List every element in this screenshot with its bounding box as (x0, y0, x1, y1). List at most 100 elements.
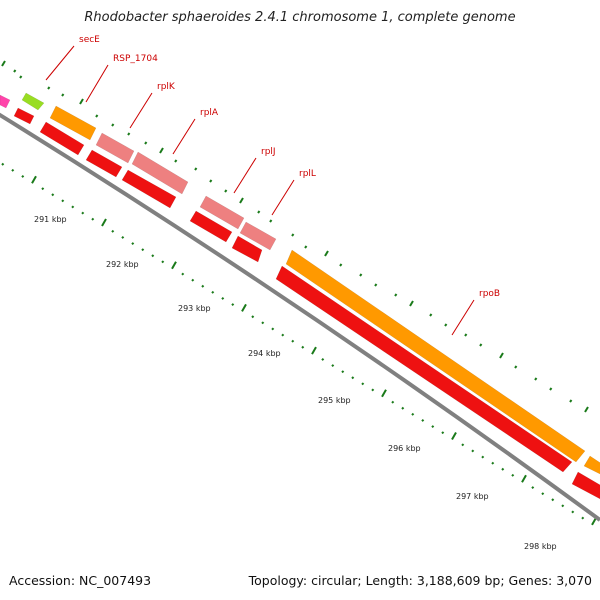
cds-secE (39, 121, 85, 156)
label-leader-line (233, 157, 257, 194)
minor-tick (41, 187, 45, 191)
minor-tick (339, 263, 343, 267)
gene-rplK (131, 151, 189, 195)
minor-tick (161, 260, 165, 264)
gene-features (0, 92, 600, 500)
minor-tick (371, 388, 375, 392)
ruler-mid-ticks (1, 162, 597, 526)
minor-tick (194, 167, 198, 171)
gene-secE (49, 105, 97, 141)
minor-tick (479, 343, 483, 347)
minor-tick (361, 382, 365, 386)
minor-tick (391, 400, 395, 404)
minor-tick (269, 219, 273, 223)
gene-rpoB (285, 249, 586, 463)
minor-tick (224, 189, 228, 193)
gene-label: RSP_1704 (113, 54, 158, 64)
minor-tick (271, 327, 275, 331)
minor-tick (47, 86, 51, 90)
minor-tick (351, 376, 355, 380)
major-tick (591, 517, 597, 526)
minor-tick (584, 406, 589, 413)
major-tick (171, 261, 177, 270)
backbone-line (0, 112, 600, 522)
minor-tick (411, 412, 415, 416)
minor-tick (571, 510, 575, 514)
minor-tick (499, 352, 504, 359)
gene-label: rplJ (261, 147, 276, 157)
ruler-label: 295 kbp (318, 396, 351, 405)
ruler-label: 291 kbp (34, 215, 67, 224)
major-tick (101, 218, 107, 227)
minor-tick (491, 461, 495, 465)
minor-tick (13, 69, 17, 73)
chromosome-backbone (0, 112, 600, 522)
ruler-label: 293 kbp (178, 304, 211, 313)
cds-next (571, 471, 600, 500)
minor-tick (19, 75, 23, 79)
minor-tick (174, 159, 178, 163)
minor-tick (131, 242, 135, 246)
label-leader-line (172, 118, 196, 155)
minor-tick (461, 443, 465, 447)
cds-rpoB (275, 265, 573, 473)
minor-tick (511, 473, 515, 477)
feature-stub (0, 94, 11, 109)
major-tick (241, 303, 247, 312)
label-leader-line (45, 45, 75, 81)
accession-text: Accession: NC_007493 (9, 573, 152, 588)
cds-RSP_1704 (85, 149, 123, 178)
minor-tick (331, 364, 335, 368)
minor-tick (251, 315, 255, 319)
feature-trna (21, 92, 45, 111)
minor-tick (514, 365, 518, 369)
minor-tick (257, 210, 261, 214)
minor-tick (291, 339, 295, 343)
minor-tick (181, 272, 185, 276)
label-leader-line (451, 299, 475, 336)
minor-tick (301, 345, 305, 349)
minor-tick (95, 114, 99, 118)
minor-tick (231, 303, 235, 307)
label-leader-line (85, 64, 109, 103)
minor-tick (91, 217, 95, 221)
minor-tick (201, 284, 205, 288)
minor-tick (261, 321, 265, 325)
gene-label: rplA (200, 108, 219, 118)
minor-tick (21, 174, 25, 178)
ruler-label: 297 kbp (456, 492, 489, 501)
ruler-label: 298 kbp (524, 542, 557, 551)
minor-tick (239, 197, 244, 204)
minor-tick (534, 377, 538, 381)
minor-tick (209, 179, 213, 183)
minor-tick (211, 290, 215, 294)
minor-tick (281, 333, 285, 337)
minor-tick (481, 455, 485, 459)
minor-tick (11, 168, 15, 172)
minor-tick (341, 370, 345, 374)
label-leader-line (271, 179, 295, 216)
minor-tick (304, 245, 308, 249)
ruler-labels: 291 kbp 292 kbp 293 kbp 294 kbp 295 kbp 296 k… (34, 215, 557, 551)
major-tick (381, 389, 387, 398)
cds-rplJ (231, 235, 263, 263)
ruler-label: 294 kbp (248, 349, 281, 358)
cds-rplK (121, 169, 177, 209)
minor-tick (531, 486, 535, 490)
minor-tick (151, 254, 155, 258)
minor-tick (191, 278, 195, 282)
minor-tick (501, 467, 505, 471)
minor-tick (291, 233, 295, 237)
major-tick (311, 346, 317, 355)
gene-labels: secE RSP_1704 rplK rplA rplJ rplL rpoB (79, 35, 500, 299)
minor-tick (81, 211, 85, 215)
minor-tick (569, 399, 573, 403)
minor-tick (444, 323, 448, 327)
minor-tick (551, 498, 555, 502)
cds-rplA (189, 210, 233, 243)
ruler-label: 292 kbp (106, 260, 139, 269)
gene-next (583, 455, 600, 475)
minor-tick (141, 248, 145, 252)
minor-tick (359, 273, 363, 277)
